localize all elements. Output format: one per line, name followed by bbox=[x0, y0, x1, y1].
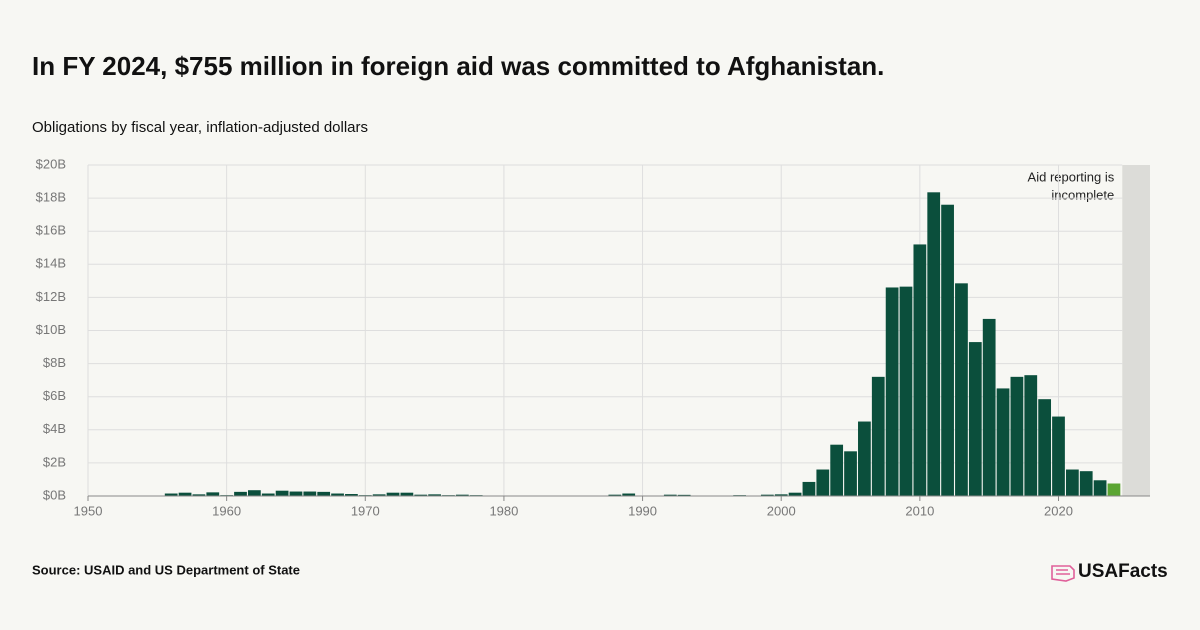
y-tick-label: $12B bbox=[36, 289, 66, 304]
bar bbox=[899, 286, 913, 496]
bar bbox=[955, 283, 968, 496]
y-tick-label: $2B bbox=[43, 454, 66, 469]
y-tick-label: $16B bbox=[36, 223, 66, 238]
bar bbox=[386, 492, 400, 496]
annotation: incomplete bbox=[1051, 187, 1114, 202]
bar bbox=[164, 493, 178, 496]
bar bbox=[261, 493, 275, 496]
bar bbox=[858, 421, 871, 496]
y-tick-label: $6B bbox=[43, 388, 66, 403]
x-tick-label: 1980 bbox=[489, 503, 518, 518]
bar bbox=[830, 444, 844, 496]
incomplete-region bbox=[1122, 165, 1150, 496]
bar bbox=[289, 491, 303, 496]
x-tick-label: 1960 bbox=[212, 503, 241, 518]
bar bbox=[788, 492, 802, 496]
bar bbox=[192, 494, 206, 496]
bar bbox=[345, 494, 358, 496]
bar bbox=[996, 388, 1010, 496]
bar bbox=[885, 287, 899, 496]
bar bbox=[927, 192, 941, 496]
x-tick-label: 2000 bbox=[767, 503, 796, 518]
logo-icon bbox=[1051, 565, 1075, 582]
bar bbox=[234, 491, 247, 496]
bar bbox=[275, 490, 289, 496]
bar bbox=[178, 492, 192, 496]
x-tick-label: 1950 bbox=[74, 503, 103, 518]
x-tick-label: 2010 bbox=[905, 503, 934, 518]
y-tick-label: $8B bbox=[43, 355, 66, 370]
bar bbox=[317, 491, 331, 496]
y-tick-label: $0B bbox=[43, 487, 66, 502]
bar bbox=[1065, 469, 1079, 496]
bar bbox=[1093, 480, 1107, 496]
bar bbox=[968, 342, 982, 496]
chart-subtitle: Obligations by fiscal year, inflation-ad… bbox=[32, 119, 368, 136]
bar bbox=[1038, 399, 1052, 496]
y-tick-label: $20B bbox=[36, 156, 66, 171]
bar bbox=[303, 491, 317, 496]
bar bbox=[816, 469, 830, 496]
bar bbox=[802, 481, 816, 496]
bar bbox=[1107, 483, 1121, 496]
bar bbox=[663, 494, 677, 496]
annotation: Aid reporting is bbox=[1028, 169, 1115, 184]
logo: USAFacts bbox=[1078, 561, 1168, 582]
bar bbox=[372, 494, 386, 496]
bar bbox=[331, 493, 344, 496]
bar bbox=[913, 244, 927, 496]
bar bbox=[677, 494, 691, 496]
x-tick-label: 1990 bbox=[628, 503, 657, 518]
bar bbox=[455, 494, 469, 496]
bar bbox=[941, 204, 954, 496]
bar bbox=[760, 494, 774, 496]
y-tick-label: $4B bbox=[43, 421, 66, 436]
bar bbox=[247, 490, 261, 496]
bar bbox=[1079, 471, 1093, 496]
bar bbox=[844, 451, 857, 496]
bar bbox=[1010, 376, 1024, 496]
bar bbox=[774, 494, 788, 496]
bar bbox=[1024, 375, 1038, 496]
y-tick-label: $14B bbox=[36, 256, 66, 271]
bar bbox=[414, 494, 428, 496]
bar bbox=[622, 493, 636, 496]
chart-title: In FY 2024, $755 million in foreign aid … bbox=[32, 51, 884, 81]
bar bbox=[982, 318, 996, 496]
bar bbox=[1052, 416, 1065, 496]
x-tick-label: 2020 bbox=[1044, 503, 1073, 518]
bar bbox=[871, 376, 885, 496]
bar bbox=[206, 492, 220, 496]
x-tick-label: 1970 bbox=[351, 503, 380, 518]
bar bbox=[608, 494, 622, 496]
y-tick-label: $18B bbox=[36, 190, 66, 205]
source: Source: USAID and US Department of State bbox=[32, 562, 300, 577]
bar bbox=[428, 494, 441, 496]
bar bbox=[400, 492, 414, 496]
y-tick-label: $10B bbox=[36, 322, 66, 337]
